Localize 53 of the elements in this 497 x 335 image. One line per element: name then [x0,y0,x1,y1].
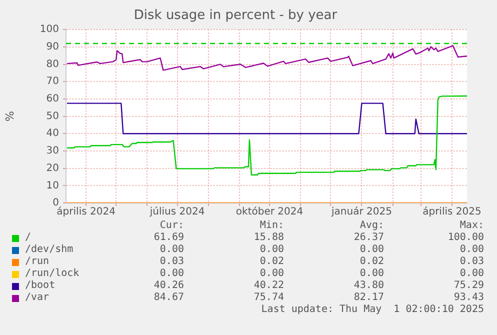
text: 0.00 [358,268,384,280]
legend-label: /dev/shm [25,244,74,256]
text: 0.00 [458,244,484,256]
y-tick-label: 70 [46,76,59,88]
y-tick-label: 40 [46,128,59,140]
y-tick-label: 60 [46,94,59,105]
y-tick-label: 50 [46,110,59,122]
x-tick-label: április 2025 [422,206,482,218]
legend-label: /boot [25,280,56,292]
text: 0.00 [458,268,484,280]
text: 26.37 [352,232,384,244]
text: 75.29 [452,280,484,292]
x-tick-label: április 2024 [56,206,116,218]
text: 93.43 [452,292,484,304]
text: Max: [458,220,484,232]
text: 40.26 [152,280,184,292]
text: 0.00 [258,268,284,280]
y-tick-label: 0 [52,198,59,209]
text: 15.88 [252,232,284,244]
text: 75.74 [252,292,284,304]
text: 0.00 [158,244,184,256]
legend-label: /var [25,292,50,304]
x-tick-label: július 2024 [148,206,205,218]
legend-label: / [25,232,32,244]
text: Cur: [158,220,184,232]
text: 0.02 [258,256,284,268]
text: 0.02 [358,256,384,268]
y-tick-label: 100 [40,24,59,36]
text: 0.00 [258,244,284,256]
text: 0.03 [158,256,184,268]
y-tick-label: 90 [46,42,59,53]
legend-label: /run/lock [25,268,80,280]
text: 82.17 [352,292,384,304]
y-tick-label: 80 [46,58,59,70]
x-tick-label: október 2024 [236,206,304,218]
legend-label: /run [25,256,50,268]
text: 40.22 [252,280,284,292]
text: 0.03 [458,256,484,268]
text: 84.67 [152,292,184,304]
x-tick-label: január 2025 [330,206,392,218]
text: 61.69 [152,232,184,244]
chart-title: Disk usage in percent - by year [134,8,338,24]
text: Last update: Thu May 1 02:00:10 2025 [260,304,484,316]
text: 43.80 [352,280,384,292]
text: 0.00 [358,244,384,256]
text: 100.00 [446,232,484,244]
y-tick-label: 20 [46,162,59,174]
text: Avg: [358,220,384,232]
y-tick-label: 30 [46,146,59,157]
text: 0.00 [158,268,184,280]
y-axis-title: % [3,111,16,122]
text: Min: [258,220,284,232]
y-tick-label: 10 [46,180,59,192]
